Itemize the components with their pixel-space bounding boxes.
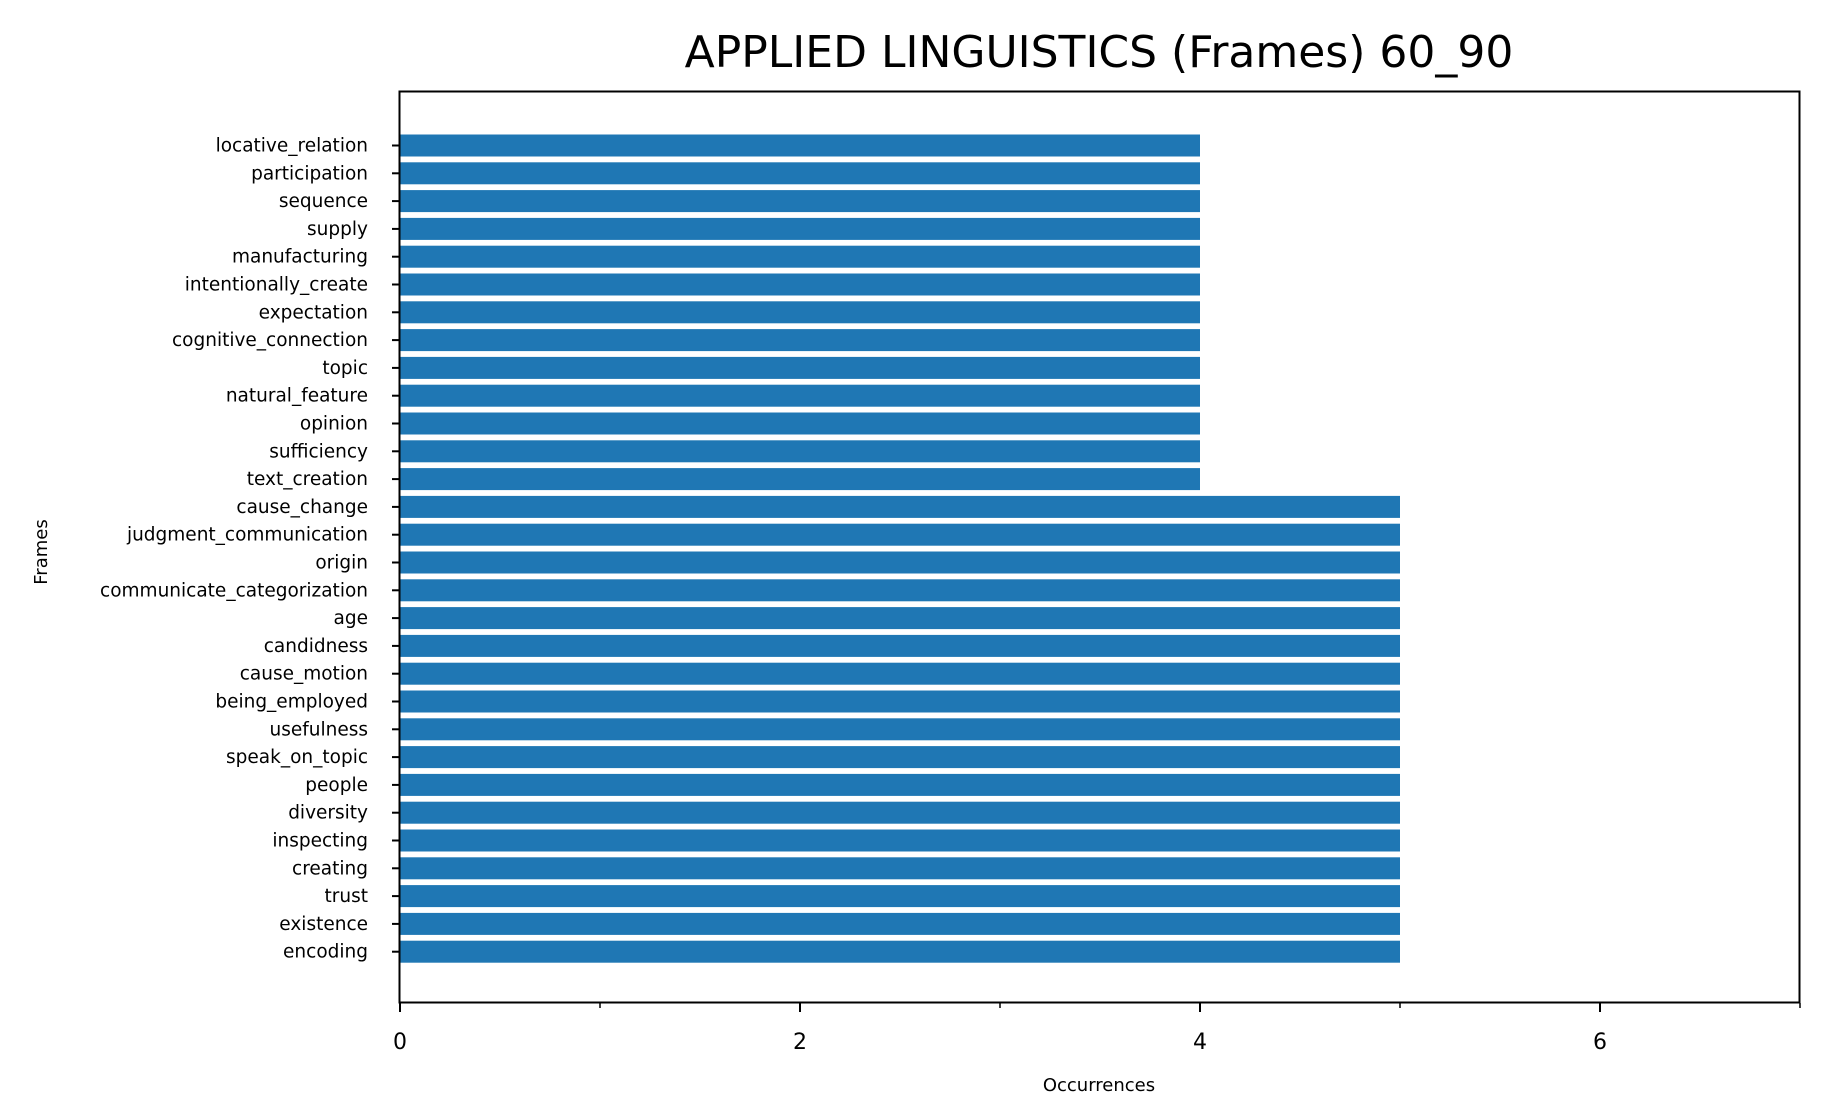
y-ticks-group: locative_relation participation sequence su…	[100, 136, 400, 963]
y-tick-label: cause_motion	[240, 664, 368, 685]
bar-candidness	[400, 634, 1400, 657]
y-tick-label: being_employed	[215, 692, 368, 713]
y-tick-label: age	[334, 608, 368, 629]
bar-expectation	[400, 301, 1200, 324]
bar-age	[400, 607, 1400, 630]
y-tick-label: trust	[325, 886, 368, 907]
y-tick-label: creating	[292, 858, 368, 879]
bar-people	[400, 773, 1400, 796]
x-ticks-group: 0 2 4 6	[393, 1003, 1801, 1055]
bar-cognitive_connection	[400, 329, 1200, 352]
bar-origin	[400, 551, 1400, 574]
y-tick-label: existence	[279, 914, 368, 935]
y-tick-label: natural_feature	[226, 386, 368, 407]
y-tick-label: origin	[315, 553, 368, 574]
bar-topic	[400, 356, 1200, 379]
plot-frame	[398, 90, 1801, 1004]
bar-creating	[400, 857, 1400, 880]
bar-communicate_categorization	[400, 579, 1400, 602]
chart-title: APPLIED LINGUISTICS (Frames) 60_90	[685, 27, 1514, 78]
bar-participation	[400, 162, 1200, 185]
bar-sufficiency	[400, 440, 1200, 463]
x-tick-label: 4	[1193, 1030, 1207, 1055]
y-tick-label: expectation	[259, 302, 368, 323]
x-axis-label: Occurrences	[1043, 1075, 1155, 1096]
bar-natural_feature	[400, 384, 1200, 407]
y-tick-label: locative_relation	[216, 136, 368, 157]
y-tick-label: intentionally_create	[185, 275, 368, 296]
x-tick-label: 2	[793, 1030, 807, 1055]
bar-intentionally_create	[400, 273, 1200, 296]
y-tick-label: participation	[251, 163, 368, 184]
y-tick-label: manufacturing	[232, 247, 368, 268]
bar-being_employed	[400, 690, 1400, 713]
y-axis-label: Frames	[31, 519, 52, 584]
bar-manufacturing	[400, 245, 1200, 268]
y-tick-label: judgment_communication	[126, 525, 368, 546]
bar-opinion	[400, 412, 1200, 435]
bar-judgment_communication	[400, 523, 1400, 546]
y-tick-label: communicate_categorization	[100, 580, 368, 601]
bar-cause_change	[400, 495, 1400, 518]
x-tick-label: 0	[393, 1030, 407, 1055]
y-tick-label: opinion	[300, 414, 368, 435]
bar-locative_relation	[400, 134, 1200, 157]
bar-trust	[400, 885, 1400, 908]
y-tick-label: encoding	[283, 942, 368, 963]
bar-supply	[400, 217, 1200, 240]
y-tick-label: supply	[307, 219, 368, 240]
bar-usefulness	[400, 718, 1400, 741]
y-tick-label: cognitive_connection	[172, 330, 368, 351]
bars-group	[400, 134, 1400, 963]
bar-speak_on_topic	[400, 746, 1400, 769]
bar-cause_motion	[400, 662, 1400, 685]
y-tick-label: sequence	[279, 191, 368, 212]
bar-text_creation	[400, 468, 1200, 491]
bar-sequence	[400, 190, 1200, 213]
y-tick-label: people	[305, 775, 368, 796]
y-tick-label: candidness	[264, 636, 368, 657]
y-tick-label: speak_on_topic	[226, 747, 368, 768]
y-tick-label: usefulness	[269, 719, 368, 740]
bar-inspecting	[400, 829, 1400, 852]
bar-encoding	[400, 940, 1400, 963]
y-tick-label: cause_change	[236, 497, 368, 518]
x-tick-label: 6	[1593, 1030, 1607, 1055]
y-tick-label: topic	[322, 358, 368, 379]
y-tick-label: inspecting	[272, 831, 368, 852]
y-tick-label: text_creation	[247, 469, 368, 490]
bar-existence	[400, 912, 1400, 935]
y-tick-label: sufficiency	[269, 441, 368, 462]
y-tick-label: diversity	[288, 803, 368, 824]
bar-diversity	[400, 801, 1400, 824]
